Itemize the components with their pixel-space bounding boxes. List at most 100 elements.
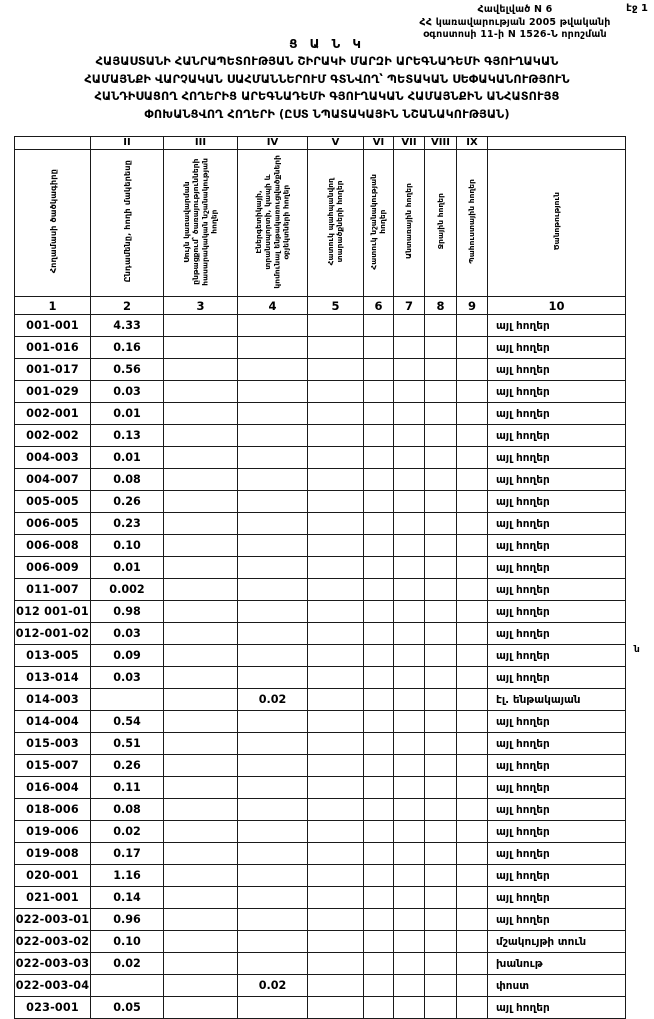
table-row: 022-003-03 0.02 խանութ: [14, 952, 626, 975]
cell-col-7: [393, 952, 425, 975]
cell-col-8: [424, 710, 457, 733]
cell-col-4: [237, 710, 308, 733]
cell-col-9: [456, 842, 488, 865]
cell-col-3: [163, 688, 238, 711]
cell-col-4: [237, 820, 308, 843]
cell-col-6: [363, 688, 394, 711]
cell-code: 013-005: [14, 644, 91, 667]
cell-col-4: [237, 952, 308, 975]
cell-col-5: [307, 402, 364, 425]
appendix-line-1: Հավելված N 6: [477, 4, 553, 15]
cell-col-2: 0.10: [90, 534, 164, 557]
column-header-row: Հողամասի ծածկագիրը Ընդամենը, հողի մակերե…: [14, 149, 626, 297]
cell-col-9: [456, 798, 488, 821]
cell-col-2: 0.26: [90, 490, 164, 513]
cell-col-7: [393, 556, 425, 579]
cell-col-3: [163, 952, 238, 975]
cell-col-6: [363, 952, 394, 975]
cell-col-3: [163, 336, 238, 359]
cell-col-8: [424, 974, 457, 997]
table-row: 016-004 0.11 այլ հողեր: [14, 776, 626, 799]
cell-note: խանութ: [487, 952, 626, 975]
cell-col-4: [237, 886, 308, 909]
cell-code: 019-006: [14, 820, 91, 843]
cell-col-9: [456, 468, 488, 491]
col-header-note: Ծանոթություն: [487, 149, 626, 297]
cell-col-7: [393, 776, 425, 799]
cell-col-7: [393, 578, 425, 601]
cell-note: մշակույթի տուն: [487, 930, 626, 953]
col-header-total-area: Ընդամենը, հողի մակերեսը: [90, 149, 164, 297]
cell-col-9: [456, 930, 488, 953]
cell-col-5: [307, 864, 364, 887]
cell-code: 006-008: [14, 534, 91, 557]
cell-col-4: [237, 732, 308, 755]
cell-col-8: [424, 688, 457, 711]
col-header-total-area-label: Ընդամենը, հողի մակերեսը: [122, 160, 132, 283]
cell-col-6: [363, 842, 394, 865]
cell-col-6: [363, 908, 394, 931]
colnum-10: 10: [487, 296, 626, 315]
cell-col-7: [393, 402, 425, 425]
table-row: 022-003-02 0.10 մշակույթի տուն: [14, 930, 626, 953]
roman-8: VIII: [424, 136, 457, 150]
col-header-public-label: Սույն կառավարման ընթացքում՝ ծառայություն…: [182, 157, 219, 286]
cell-col-4: [237, 996, 308, 1019]
roman-3: III: [163, 136, 238, 150]
cell-note: այլ հողեր: [487, 424, 626, 447]
cell-col-5: [307, 534, 364, 557]
colnum-4: 4: [237, 296, 308, 315]
cell-col-8: [424, 754, 457, 777]
cell-note: այլ հողեր: [487, 864, 626, 887]
roman-10: [487, 136, 626, 150]
cell-col-8: [424, 446, 457, 469]
cell-col-8: [424, 534, 457, 557]
colnum-9: 9: [456, 296, 488, 315]
col-header-note-label: Ծանոթություն: [551, 192, 561, 251]
cell-note: այլ հողեր: [487, 556, 626, 579]
cell-col-7: [393, 336, 425, 359]
title-line-2: ՀԱՄԱՅՆՔԻ ՎԱՐՉԱԿԱՆ ՍԱՀՄԱՆՆԵՐՈՒՄ ԳՏՆՎՈՂ՝ Պ…: [84, 72, 570, 86]
table-row: 021-001 0.14 այլ հողեր: [14, 886, 626, 909]
cell-note: այլ հողեր: [487, 578, 626, 601]
cell-note: այլ հողեր: [487, 996, 626, 1019]
cell-code: 005-005: [14, 490, 91, 513]
cell-col-7: [393, 710, 425, 733]
cell-col-8: [424, 336, 457, 359]
cell-code: 022-003-02: [14, 930, 91, 953]
cell-col-6: [363, 776, 394, 799]
cell-col-8: [424, 908, 457, 931]
cell-col-7: [393, 842, 425, 865]
cell-col-5: [307, 930, 364, 953]
cell-col-3: [163, 402, 238, 425]
cell-col-2: 0.09: [90, 644, 164, 667]
table-row: 011-007 0.002 այլ հողեր: [14, 578, 626, 601]
cell-col-8: [424, 402, 457, 425]
cell-col-3: [163, 534, 238, 557]
table-row: 013-014 0.03 այլ հողեր: [14, 666, 626, 689]
cell-col-8: [424, 512, 457, 535]
colnum-1: 1: [14, 296, 91, 315]
cell-col-7: [393, 622, 425, 645]
table-row: 012-001-02 0.03 այլ հողեր: [14, 622, 626, 645]
table-row: 001-016 0.16 այլ հողեր: [14, 336, 626, 359]
cell-col-8: [424, 842, 457, 865]
cell-col-6: [363, 578, 394, 601]
table-row: 004-007 0.08 այլ հողեր: [14, 468, 626, 491]
cell-col-6: [363, 886, 394, 909]
cell-col-9: [456, 908, 488, 931]
cell-col-2: 0.08: [90, 798, 164, 821]
cell-col-7: [393, 424, 425, 447]
cell-col-6: [363, 644, 394, 667]
cell-col-6: [363, 490, 394, 513]
cell-col-4: 0.02: [237, 974, 308, 997]
cell-code: 014-003: [14, 688, 91, 711]
cell-col-4: [237, 424, 308, 447]
cell-col-9: [456, 512, 488, 535]
cell-col-3: [163, 578, 238, 601]
cell-code: 018-006: [14, 798, 91, 821]
cell-col-2: 0.03: [90, 380, 164, 403]
cell-col-3: [163, 732, 238, 755]
cell-col-5: [307, 886, 364, 909]
cell-col-9: [456, 688, 488, 711]
